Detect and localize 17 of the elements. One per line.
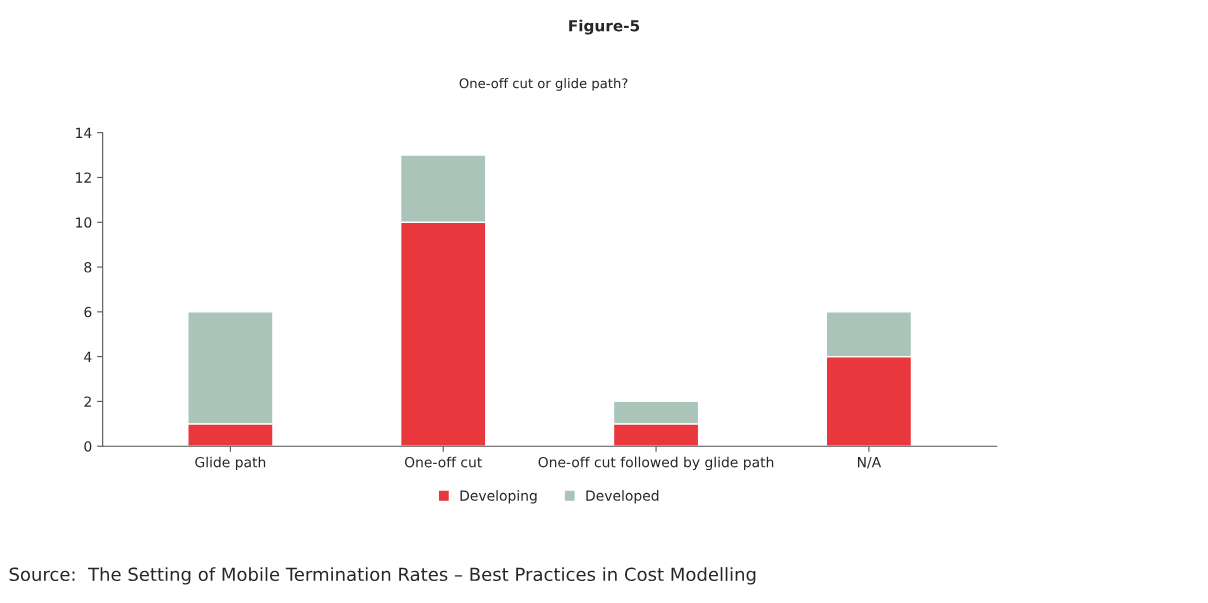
source-note: Source: The Setting of Mobile Termination Rates – Best Practices in Cost Modelling	[9, 567, 756, 585]
y-tick-label: 0	[84, 441, 92, 452]
x-tick-label: Glide path	[195, 456, 266, 471]
x-tick-label: One-off cut	[404, 456, 482, 468]
y-tick-label: 10	[76, 217, 92, 228]
x-tick-label: One-off cut followed by glide path	[538, 456, 774, 471]
legend-label: Developed	[586, 490, 659, 504]
y-tick-label: 6	[84, 306, 92, 318]
y-tick-label: 8	[84, 262, 92, 273]
y-tick-label: 14	[76, 127, 92, 138]
y-tick-label: 12	[76, 172, 91, 183]
y-tick-label: 2	[84, 396, 91, 407]
chart-title: Figure-5	[569, 19, 640, 35]
chart-subtitle: One-off cut or glide path?	[459, 78, 628, 91]
legend-label: Developing	[460, 490, 537, 504]
y-tick-label: 4	[84, 351, 92, 362]
x-tick-label: N/A	[857, 457, 882, 469]
